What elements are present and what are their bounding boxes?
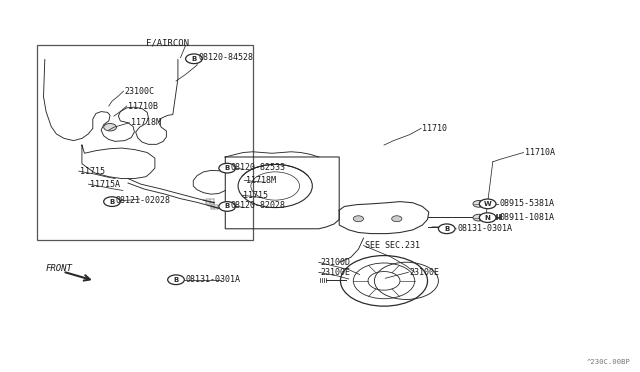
Text: 23100E: 23100E bbox=[410, 268, 440, 277]
Text: B: B bbox=[225, 165, 230, 171]
Circle shape bbox=[479, 213, 496, 222]
Text: F/AIRCON: F/AIRCON bbox=[146, 38, 189, 47]
Text: 08131-0301A: 08131-0301A bbox=[458, 224, 513, 233]
Text: 08120-82028: 08120-82028 bbox=[230, 201, 285, 210]
Circle shape bbox=[392, 216, 402, 222]
Circle shape bbox=[438, 224, 455, 234]
Text: 08121-02028: 08121-02028 bbox=[115, 196, 170, 205]
Circle shape bbox=[473, 214, 484, 221]
Text: N: N bbox=[484, 215, 491, 221]
Text: 11718M: 11718M bbox=[246, 176, 276, 185]
Text: W: W bbox=[484, 201, 492, 207]
Text: B: B bbox=[444, 226, 449, 232]
Text: 23100D: 23100D bbox=[320, 258, 350, 267]
Text: 11710: 11710 bbox=[422, 124, 447, 133]
Bar bbox=[37, 45, 253, 240]
Text: 11718M: 11718M bbox=[131, 118, 161, 127]
Text: B: B bbox=[191, 56, 196, 62]
Text: 11715: 11715 bbox=[243, 191, 268, 200]
Text: 23100E: 23100E bbox=[320, 268, 350, 277]
Text: 08911-1081A: 08911-1081A bbox=[499, 213, 554, 222]
Circle shape bbox=[353, 216, 364, 222]
Text: ^230C.00BP: ^230C.00BP bbox=[587, 359, 630, 365]
Text: B: B bbox=[173, 277, 179, 283]
Text: B: B bbox=[225, 203, 230, 209]
Text: 08120-82533: 08120-82533 bbox=[230, 163, 285, 172]
Text: B: B bbox=[109, 199, 115, 205]
Text: 08915-5381A: 08915-5381A bbox=[499, 199, 554, 208]
Circle shape bbox=[168, 275, 184, 285]
Text: 11715: 11715 bbox=[80, 167, 105, 176]
Circle shape bbox=[473, 201, 484, 207]
Circle shape bbox=[186, 54, 202, 64]
Text: 08120-84528: 08120-84528 bbox=[198, 53, 253, 62]
Circle shape bbox=[219, 202, 236, 211]
Text: 11710B: 11710B bbox=[128, 102, 158, 110]
Text: SEE SEC.231: SEE SEC.231 bbox=[365, 241, 420, 250]
Circle shape bbox=[479, 199, 496, 209]
Text: 11715A: 11715A bbox=[90, 180, 120, 189]
Circle shape bbox=[104, 124, 116, 131]
Circle shape bbox=[219, 163, 236, 173]
Circle shape bbox=[104, 197, 120, 206]
Text: 08131-0301A: 08131-0301A bbox=[186, 275, 241, 284]
Text: FRONT: FRONT bbox=[46, 264, 73, 273]
Text: 23100C: 23100C bbox=[125, 87, 155, 96]
Text: 11710A: 11710A bbox=[525, 148, 555, 157]
